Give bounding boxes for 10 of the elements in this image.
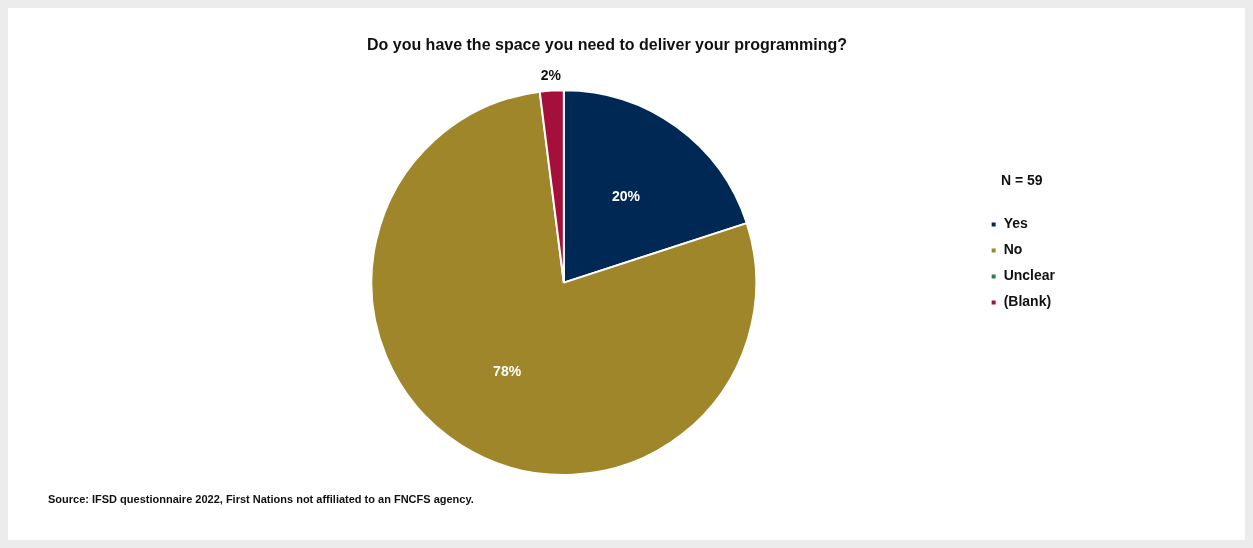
legend-label: Yes [1003, 215, 1028, 232]
data-label: 20% [612, 187, 641, 204]
legend-label: No [1003, 241, 1023, 258]
legend-title: N = 59 [1001, 172, 1043, 189]
data-label: 2% [540, 67, 562, 84]
legend-label: Unclear [1003, 267, 1056, 284]
source-note: Source: IFSD questionnaire 2022, First Nations not affiliated to an FNCFS agency. [48, 493, 474, 506]
chart-title: Do you have the space you need to deliver your programming? [366, 36, 848, 54]
data-label: 78% [493, 362, 522, 379]
legend-label: (Blank) [1003, 293, 1052, 310]
